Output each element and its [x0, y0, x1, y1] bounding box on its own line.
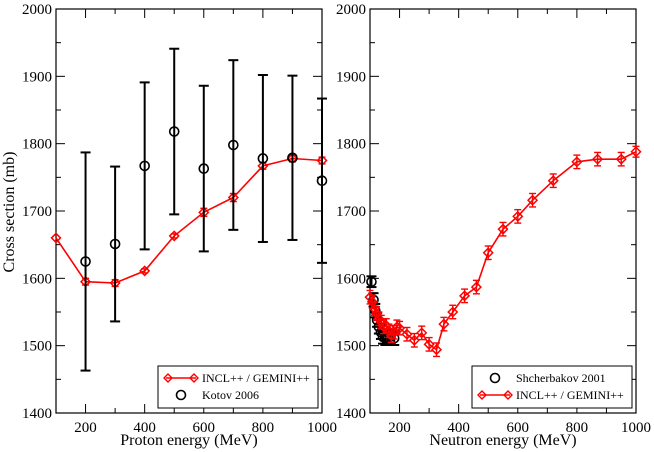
right-plot-frame	[369, 8, 637, 414]
x-tick-label: 600	[193, 420, 216, 436]
x-tick-label: 400	[133, 420, 156, 436]
diamond-marker	[497, 223, 509, 235]
x-tick-label: 800	[566, 420, 589, 436]
x-tick-label: 1000	[621, 420, 651, 436]
circle-marker	[198, 163, 210, 174]
circle-marker	[109, 238, 121, 250]
diamond-marker	[168, 230, 180, 242]
y-tick-label: 2000	[336, 2, 366, 18]
circle-marker	[316, 175, 328, 186]
diamond-marker	[430, 344, 443, 356]
legend-diamond	[189, 373, 199, 383]
right-x-axis-label: Neutron energy (MeV)	[429, 432, 576, 449]
left-ticks: 200 400 600 800 1000 1400 1500 1600 1700 1800 1900…	[22, 2, 337, 436]
legend-label: INCL++ / GEMINI++	[202, 371, 310, 385]
y-tick-label: 1900	[22, 69, 52, 85]
y-tick-label: 1400	[336, 406, 366, 422]
diamond-marker	[408, 334, 420, 346]
legend-diamond	[163, 373, 173, 383]
circle-marker	[287, 152, 298, 164]
legend-label: Kotov 2006	[202, 388, 259, 402]
diamond-marker	[50, 232, 62, 244]
diamond-marker	[401, 328, 413, 340]
left-panel: 200 400 600 800 1000 1400 1500 1600 1700 1800 1900…	[22, 2, 337, 449]
legend-diamond	[477, 390, 487, 400]
x-tick-label: 800	[252, 420, 275, 436]
right-legend: Shcherbakov 2001 INCL++ / GEMINI++	[471, 365, 633, 409]
circle-marker	[80, 256, 91, 267]
right-ticks: 200 400 600 800 1000 1400 1500 1600 1700 1800 1900…	[336, 2, 651, 436]
diamond-marker	[526, 194, 539, 206]
diamond-marker	[482, 247, 494, 259]
y-tick-label: 1800	[22, 137, 52, 153]
y-tick-label: 2000	[22, 2, 52, 18]
diamond-marker	[592, 153, 604, 165]
x-tick-label: 200	[388, 420, 411, 436]
y-tick-label: 1400	[22, 406, 52, 422]
y-tick-label: 1700	[336, 204, 366, 220]
x-tick-label: 1000	[307, 420, 337, 436]
legend-circle	[489, 372, 501, 384]
diamond-marker	[615, 153, 627, 165]
y-axis-label: Cross section (mb)	[1, 152, 18, 273]
left-plot-frame	[55, 8, 323, 414]
diamond-marker	[438, 318, 450, 330]
series-line	[55, 157, 323, 284]
y-tick-label: 1900	[336, 69, 366, 85]
legend-circle	[175, 389, 187, 401]
legend-box	[471, 365, 633, 409]
diamond-marker	[139, 265, 151, 277]
right-marks	[364, 145, 642, 358]
diamond-marker	[630, 146, 642, 158]
diamond-marker	[393, 322, 406, 334]
y-tick-label: 1800	[336, 137, 366, 153]
circle-marker	[168, 126, 180, 137]
diamond-marker	[547, 175, 559, 187]
y-tick-label: 1500	[22, 339, 52, 355]
legend-diamond	[503, 390, 513, 400]
y-tick-label: 1600	[336, 271, 366, 287]
x-tick-label: 400	[447, 420, 470, 436]
diamond-marker	[459, 290, 471, 302]
diamond-marker	[423, 338, 435, 350]
legend-label: Shcherbakov 2001	[516, 371, 606, 385]
y-tick-label: 1700	[22, 204, 52, 220]
circle-marker	[257, 153, 269, 164]
x-tick-label: 200	[74, 420, 97, 436]
x-tick-label: 600	[507, 420, 530, 436]
diamond-marker	[571, 156, 583, 168]
left-x-axis-label: Proton energy (MeV)	[120, 432, 257, 449]
y-tick-label: 1600	[22, 271, 52, 287]
diamond-marker	[470, 281, 482, 293]
diamond-marker	[447, 306, 459, 318]
diamond-marker	[416, 327, 428, 339]
series-line	[369, 150, 637, 352]
legend-box	[157, 365, 319, 409]
circle-marker	[139, 160, 150, 172]
right-panel: 200 400 600 800 1000 1400 1500 1600 1700 1800 1900…	[336, 2, 651, 449]
diamond-marker	[512, 210, 524, 222]
y-tick-label: 1500	[336, 339, 366, 355]
left-legend: INCL++ / GEMINI++ Kotov 2006	[157, 365, 319, 409]
circle-marker	[228, 139, 239, 151]
circle-marker	[366, 276, 377, 288]
left-marks	[50, 47, 328, 372]
legend-label: INCL++ / GEMINI++	[516, 388, 624, 402]
